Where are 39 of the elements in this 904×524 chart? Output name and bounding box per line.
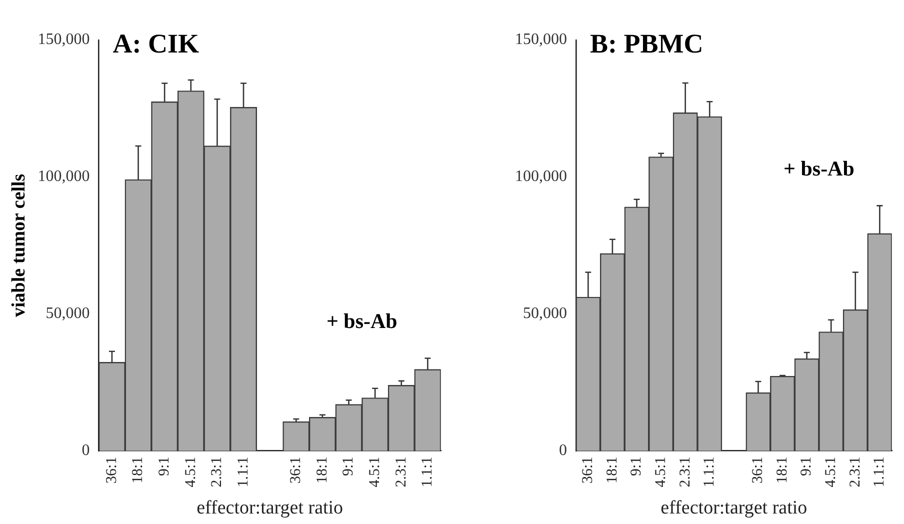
x-tick-label: 9:1: [628, 456, 645, 476]
annotation: + bs-Ab: [784, 156, 854, 181]
y-tick-label: 0: [82, 442, 90, 459]
x-tick-label: 2.3:1: [847, 456, 864, 488]
x-axis-title: effector:target ratio: [660, 498, 808, 519]
y-tick-label: 100,000: [515, 168, 567, 186]
y-tick-label: 0: [559, 442, 567, 459]
x-tick-label: 1.1:1: [702, 456, 718, 488]
x-tick-label: 1.1:1: [235, 456, 252, 488]
x-tick-label: 9:1: [156, 456, 173, 476]
x-tick-label: 4.5:1: [823, 456, 840, 488]
x-tick-label: 1.1:1: [872, 456, 888, 488]
annotation: + bs-Ab: [326, 309, 398, 334]
x-tick-label: 18:1: [130, 456, 146, 484]
x-tick-label: 36:1: [288, 456, 304, 484]
y-tick-label: 150,000: [515, 31, 567, 48]
x-tick-label: 2.3:1: [677, 456, 694, 488]
x-tick-label: 4.5:1: [182, 456, 199, 488]
x-tick-label: 2.3:1: [393, 456, 410, 488]
y-tick-label: 50,000: [523, 305, 567, 322]
x-tick-label: 18:1: [314, 456, 330, 484]
x-tick-label: 18:1: [774, 456, 790, 484]
x-axis-title: effector:target ratio: [196, 498, 344, 519]
y-tick-label: 50,000: [46, 305, 90, 322]
x-tick-label: 9:1: [798, 456, 815, 476]
x-tick-label: 9:1: [340, 456, 357, 476]
x-tick-label: 1.1:1: [420, 456, 436, 488]
chart-title: B: PBMC: [590, 28, 704, 58]
x-tick-label: 4.5:1: [367, 456, 384, 488]
x-tick-label: 36:1: [104, 456, 120, 484]
y-tick-label: 100,000: [38, 168, 90, 186]
y-tick-label: 150,000: [38, 31, 90, 48]
x-tick-label: 36:1: [750, 456, 766, 484]
x-tick-label: 4.5:1: [652, 456, 669, 488]
chart-title: A: CIK: [112, 28, 200, 58]
x-tick-label: 36:1: [580, 456, 596, 484]
x-tick-label: 2.3:1: [209, 456, 226, 488]
y-axis-title: viable tumor cells: [8, 174, 30, 317]
x-tick-label: 18:1: [604, 456, 620, 484]
